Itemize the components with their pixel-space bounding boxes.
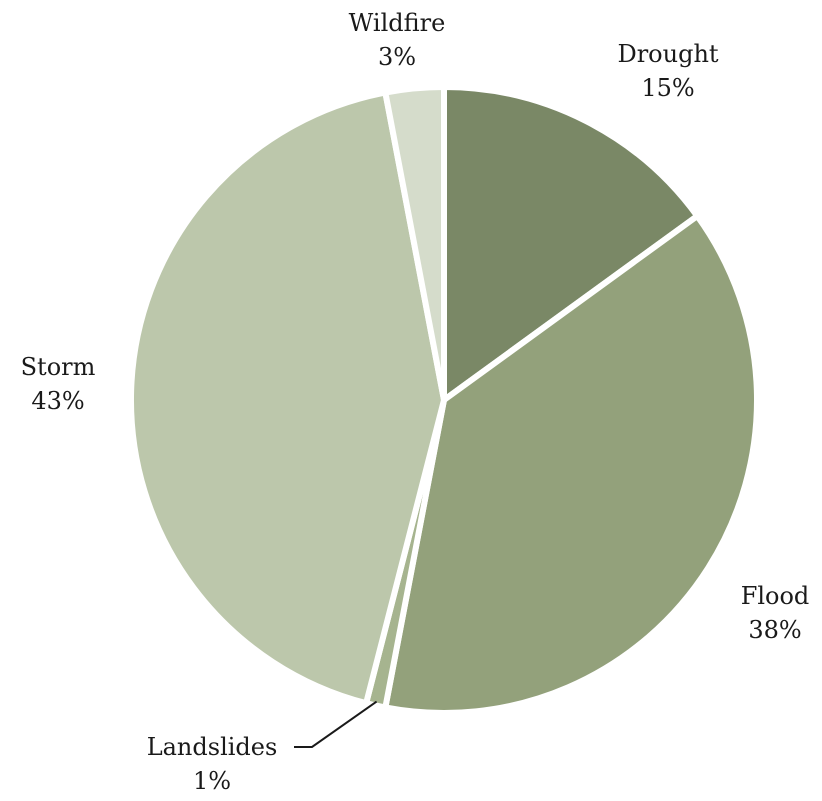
slice-value-flood: 38% [748,616,801,644]
slice-label-storm: Storm [21,353,96,381]
slice-value-wildfire: 3% [378,43,416,71]
pie-slice-flood [382,213,760,717]
pie-labels: Drought 15% Flood 38% Landslides 1% Storm 43% Wi… [21,9,810,795]
slice-label-drought: Drought [617,40,718,68]
slice-label-wildfire: Wildfire [349,9,446,37]
slice-label-flood: Flood [741,582,810,610]
pie-slices [128,84,760,717]
pie-slice-drought [441,84,701,403]
slice-value-storm: 43% [31,387,84,415]
pie-slice-wildfire [382,84,447,403]
slice-value-landslides: 1% [193,767,231,795]
slice-value-drought: 15% [641,74,694,102]
slice-label-landslides: Landslides [147,733,278,761]
pie-slice-storm [128,89,447,707]
leader-line-landslides [294,700,378,748]
